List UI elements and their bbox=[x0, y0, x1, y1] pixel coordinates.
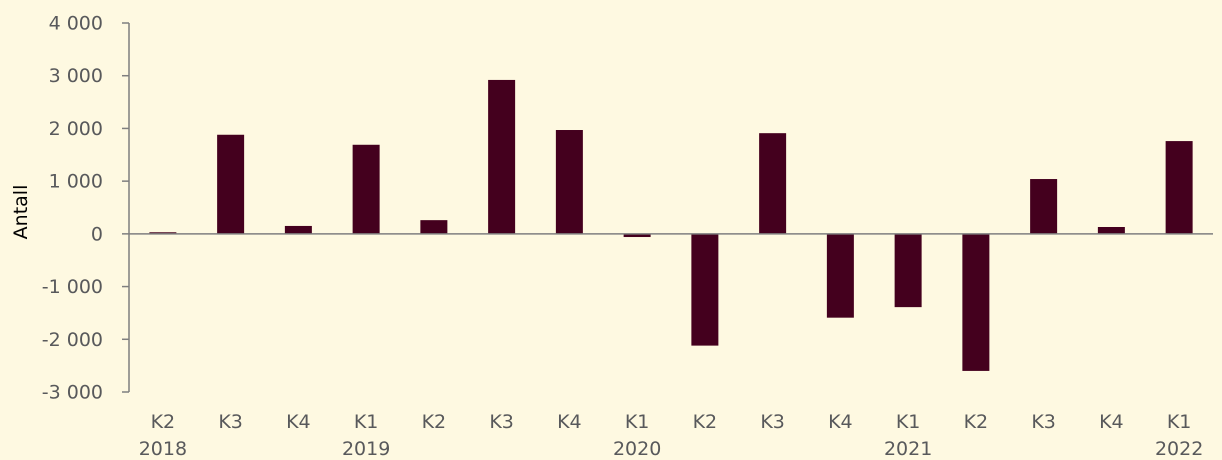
bar bbox=[352, 144, 380, 234]
y-tick-label: -2 000 bbox=[42, 329, 103, 351]
x-tick-label: K2 bbox=[693, 411, 718, 433]
x-tick-label: K1 bbox=[354, 411, 379, 433]
bar bbox=[488, 79, 516, 234]
bars bbox=[149, 79, 1193, 371]
x-axis: K2 2018 K3 K4 K1 2019 K2 K3 K4 K1 2020 K2 K3 K4 K1 2021… bbox=[129, 233, 1213, 460]
y-tick-label: 4 000 bbox=[49, 13, 103, 35]
y-tick-label: -3 000 bbox=[42, 382, 103, 404]
x-year-label: 2021 bbox=[884, 438, 932, 460]
bar bbox=[691, 233, 719, 346]
y-tick-label: -1 000 bbox=[42, 276, 103, 298]
bar bbox=[217, 134, 245, 234]
x-tick-label: K3 bbox=[760, 411, 785, 433]
x-tick-label: K3 bbox=[1031, 411, 1056, 433]
bar bbox=[1030, 179, 1058, 234]
bar bbox=[1165, 141, 1193, 234]
x-tick-label: K2 bbox=[151, 411, 176, 433]
bar bbox=[894, 233, 922, 308]
y-tick-label: 1 000 bbox=[49, 171, 103, 193]
y-axis: 4 000 3 000 2 000 1 000 0 -1 000 -2 000 -3 000 bbox=[42, 13, 130, 404]
x-tick-label: K4 bbox=[1099, 411, 1124, 433]
x-tick-label: K1 bbox=[1167, 411, 1192, 433]
x-tick-label: K4 bbox=[286, 411, 311, 433]
x-year-label: 2020 bbox=[613, 438, 661, 460]
y-tick-label: 2 000 bbox=[49, 118, 103, 140]
x-tick-label: K3 bbox=[489, 411, 514, 433]
bar bbox=[623, 233, 651, 238]
x-year-label: 2022 bbox=[1155, 438, 1203, 460]
y-axis-label: Antall bbox=[10, 185, 32, 240]
y-tick-label: 0 bbox=[91, 223, 103, 245]
x-tick-label: K2 bbox=[422, 411, 447, 433]
bar bbox=[555, 130, 583, 234]
bar bbox=[759, 133, 787, 234]
bar bbox=[962, 233, 990, 371]
x-tick-label: K2 bbox=[964, 411, 989, 433]
x-tick-label: K4 bbox=[557, 411, 582, 433]
x-tick-label: K1 bbox=[625, 411, 650, 433]
bar bbox=[420, 220, 448, 234]
x-year-label: 2019 bbox=[342, 438, 390, 460]
x-tick-label: K4 bbox=[828, 411, 853, 433]
x-tick-label: K3 bbox=[218, 411, 243, 433]
x-tick-label: K1 bbox=[896, 411, 921, 433]
x-year-label: 2018 bbox=[139, 438, 187, 460]
bar bbox=[826, 233, 854, 318]
bar bbox=[1097, 227, 1125, 234]
y-tick-label: 3 000 bbox=[49, 65, 103, 87]
bar bbox=[284, 225, 312, 234]
bar bbox=[149, 232, 177, 234]
